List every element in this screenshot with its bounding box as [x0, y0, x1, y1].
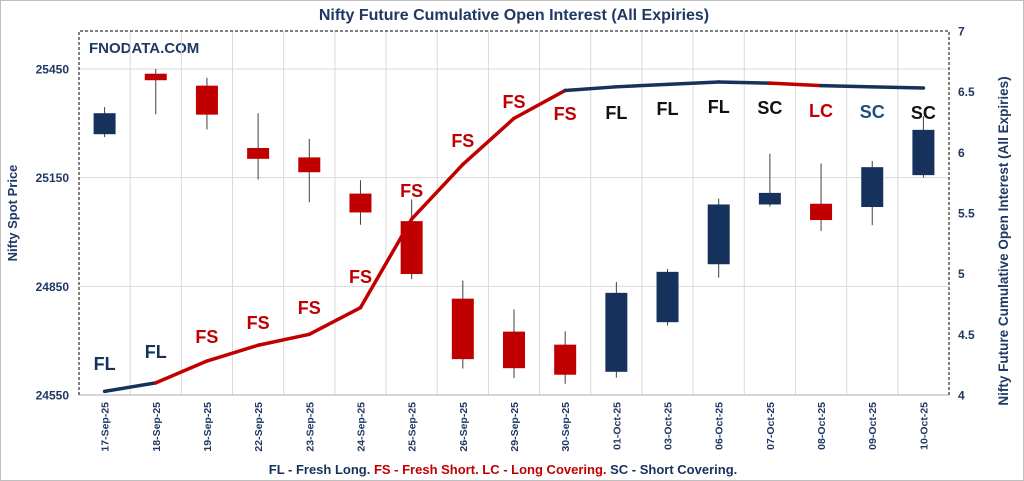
candle-body [605, 292, 628, 372]
candle-body [912, 129, 935, 176]
candle-body [144, 73, 167, 81]
candle-body [451, 298, 474, 360]
annotation-label: FS [195, 327, 218, 347]
date-label: 19-Sep-25 [202, 402, 214, 452]
candle-body [656, 271, 679, 323]
date-label: 29-Sep-25 [509, 402, 521, 452]
right-axis-tick-label: 6.5 [958, 85, 975, 99]
annotation-label: FL [605, 103, 627, 123]
plot-border [78, 30, 950, 395]
annotation-label: FS [247, 313, 270, 333]
candle-body [503, 331, 525, 369]
annotation-label: FS [349, 267, 372, 287]
right-axis-tick-label: 5 [958, 267, 965, 281]
annotation-label: FL [708, 97, 730, 117]
date-label: 22-Sep-25 [253, 402, 265, 452]
date-label: 18-Sep-25 [151, 402, 163, 452]
chart-title: Nifty Future Cumulative Open Interest (A… [319, 7, 709, 24]
oi-line-segment [768, 81, 823, 88]
plot-area: FL FL FS FS FS FS FS FS FS FS FL FL FL SC LC SC SC 25450 2… [36, 25, 975, 452]
annotation-label: FL [657, 99, 679, 119]
annotation-label: LC [809, 101, 833, 121]
left-axis-tick-label: 24850 [36, 280, 70, 294]
legend-part: SC - Short Covering. [607, 462, 738, 477]
watermark: FNODATA.COM [89, 40, 199, 57]
annotation-label: FS [554, 104, 577, 124]
date-label: 07-Oct-25 [765, 402, 777, 450]
date-label: 10-Oct-25 [918, 402, 930, 450]
oi-line-segment [614, 82, 670, 89]
annotation-label: FS [502, 92, 525, 112]
right-axis-tick-label: 4.5 [958, 328, 975, 342]
oi-line-segment [716, 80, 772, 85]
date-label: 01-Oct-25 [611, 402, 623, 450]
oi-line-segment [870, 85, 926, 90]
annotation-label: FS [451, 131, 474, 151]
date-label: 08-Oct-25 [816, 402, 828, 450]
date-label: 17-Sep-25 [100, 402, 112, 452]
date-label: 09-Oct-25 [867, 402, 879, 450]
annotation-label: SC [757, 98, 782, 118]
candle-body [298, 157, 321, 173]
oi-line-segment [512, 88, 567, 121]
oi-line-segment [358, 217, 414, 310]
right-axis-title: Nifty Future Cumulative Open Interest (A… [996, 76, 1011, 405]
candle-body [861, 167, 884, 208]
right-axis-tick-label: 7 [958, 25, 965, 39]
annotation-label: FS [400, 181, 423, 201]
oi-line-segment [563, 85, 619, 93]
candle-body [400, 221, 423, 275]
right-axis-tick-label: 6 [958, 146, 965, 160]
candle-body [247, 147, 270, 159]
annotation-label: FS [298, 298, 321, 318]
legend-part: FL - Fresh Long. [269, 462, 371, 477]
date-label: 24-Sep-25 [355, 402, 367, 452]
candle-body [554, 344, 577, 375]
candle-body [195, 85, 218, 115]
right-axis-tick-label: 5.5 [958, 207, 975, 221]
left-axis-tick-label: 25450 [36, 63, 70, 77]
date-label: 06-Oct-25 [714, 402, 726, 450]
candle-body [93, 113, 116, 135]
candle-body [707, 204, 730, 265]
annotation-label: SC [860, 102, 885, 122]
oi-line-segment [819, 83, 874, 89]
annotation-label: FL [145, 342, 167, 362]
candle-body [810, 203, 833, 221]
oi-line-segment [665, 80, 721, 87]
legend-part: FS - Fresh Short. LC - Long Covering. [370, 462, 606, 477]
left-axis-tick-label: 24550 [36, 389, 70, 403]
oi-line-segment [256, 332, 312, 348]
left-axis-tick-label: 25150 [36, 171, 70, 185]
oi-line-segment [409, 162, 465, 221]
date-label: 03-Oct-25 [663, 402, 675, 450]
oi-line-segment [461, 116, 516, 167]
legend: FL - Fresh Long. FS - Fresh Short. LC - … [269, 462, 738, 477]
oi-line-segment [102, 381, 158, 394]
annotation-label: FL [94, 354, 116, 374]
annotation-label: SC [911, 103, 936, 123]
right-axis-tick-label: 4 [958, 389, 965, 403]
oi-line-segment [154, 359, 209, 385]
left-axis-title: Nifty Spot Price [5, 165, 20, 262]
candle-body [349, 193, 372, 213]
date-label: 30-Sep-25 [560, 402, 572, 452]
date-label: 25-Sep-25 [407, 402, 419, 452]
oi-line-segment [205, 343, 260, 363]
date-label: 26-Sep-25 [458, 402, 470, 452]
oi-line-segment [307, 305, 363, 337]
date-label: 23-Sep-25 [304, 402, 316, 452]
candle-body [758, 192, 781, 205]
